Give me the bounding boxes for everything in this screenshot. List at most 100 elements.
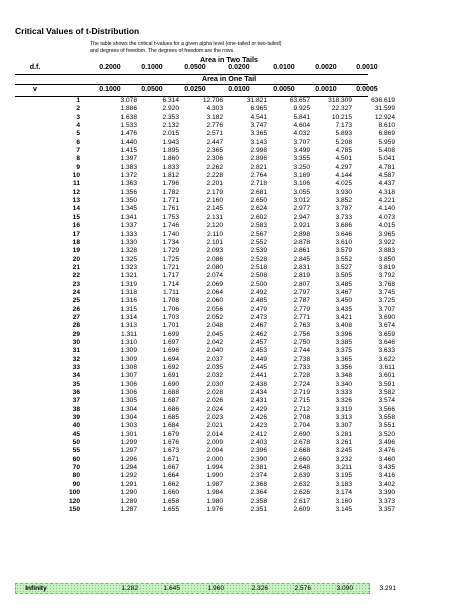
- df-cell: 18: [72, 238, 80, 246]
- table-cell: 3.558: [378, 414, 395, 422]
- table-cell: 2.365: [206, 147, 223, 155]
- table-cell: 2.518: [250, 263, 267, 271]
- table-cell: 1.318: [120, 288, 137, 296]
- table-cell: 1.311: [120, 330, 137, 338]
- table-cell: 3.787: [335, 205, 352, 213]
- table-cell: 1.660: [162, 489, 179, 497]
- table-cell: 3.792: [378, 272, 395, 280]
- table-cell: 3.390: [378, 489, 395, 497]
- table-cell: 3.421: [335, 313, 352, 321]
- two-tail-alpha: 0.0020: [315, 64, 337, 71]
- table-cell: 3.633: [378, 347, 395, 355]
- table-row: 90 1.291 1.662 1.987 2.368 2.632 3.183 3.402: [15, 480, 395, 489]
- table-cell: 3.733: [335, 213, 352, 221]
- table-cell: 3.582: [378, 389, 395, 397]
- table-cell: 2.453: [250, 347, 267, 355]
- table-cell: 3.450: [335, 297, 352, 305]
- table-cell: 2.326: [251, 585, 268, 592]
- table-cell: 1.304: [120, 405, 137, 413]
- table-cell: 2.429: [250, 405, 267, 413]
- table-cell: 1.415: [120, 147, 137, 155]
- table-cell: 3.340: [335, 380, 352, 388]
- table-cell: 2.896: [250, 155, 267, 163]
- table-cell: 3.579: [335, 247, 352, 255]
- df-cell: 4: [76, 122, 80, 130]
- table-cell: 3.357: [378, 505, 395, 513]
- table-cell: 2.457: [250, 338, 267, 346]
- table-cell: 2.368: [250, 480, 267, 488]
- table-cell: 3.930: [335, 188, 352, 196]
- table-cell: 1.350: [120, 197, 137, 205]
- table-cell: 1.714: [162, 280, 179, 288]
- table-cell: 2.145: [206, 205, 223, 213]
- table-cell: 2.492: [250, 288, 267, 296]
- table-cell: 2.797: [293, 288, 310, 296]
- table-cell: 3.281: [335, 430, 352, 438]
- table-cell: 1.984: [206, 489, 223, 497]
- table-cell: 2.602: [250, 213, 267, 221]
- table-cell: 4.144: [335, 172, 352, 180]
- table-cell: 2.004: [206, 447, 223, 455]
- table-row: 21 1.323 1.721 2.080 2.518 2.831 3.527 3.819: [15, 263, 395, 272]
- df-cell: 21: [72, 263, 80, 271]
- table-cell: 1.330: [120, 238, 137, 246]
- table-row: 13 1.350 1.771 2.160 2.650 3.012 3.852 4.221: [15, 197, 395, 205]
- table-cell: 2.650: [250, 197, 267, 205]
- table-cell: 3.182: [206, 113, 223, 121]
- table-cell: 1.860: [162, 155, 179, 163]
- table-cell: 1.685: [162, 414, 179, 422]
- table-cell: 3.566: [378, 405, 395, 413]
- table-cell: 3.365: [335, 355, 352, 363]
- table-cell: 1.308: [120, 364, 137, 371]
- table-cell: 1.289: [120, 497, 137, 505]
- one-tail-alpha: 0.1000: [99, 86, 121, 93]
- table-cell: 1.658: [162, 497, 179, 505]
- table-cell: 2.632: [293, 480, 310, 488]
- table-cell: 3.169: [293, 172, 310, 180]
- v-label: v: [33, 86, 37, 93]
- table-cell: 1.721: [162, 263, 179, 271]
- table-cell: 3.819: [378, 263, 395, 271]
- df-cell: 6: [76, 138, 80, 146]
- table-cell: 1.976: [206, 505, 223, 513]
- table-cell: 2.724: [293, 380, 310, 388]
- df-cell: 36: [72, 389, 80, 397]
- table-cell: 2.763: [293, 322, 310, 330]
- table-cell: 2.035: [206, 364, 223, 371]
- table-row: 120 1.289 1.658 1.980 2.358 2.617 3.160 3.373: [15, 497, 395, 506]
- table-cell: 1.692: [162, 364, 179, 371]
- table-cell: 1.796: [162, 180, 179, 188]
- table-cell: 2.306: [206, 155, 223, 163]
- table-cell: 3.965: [378, 230, 395, 238]
- df-cell: 2: [76, 105, 80, 113]
- table-row: 45 1.301 1.679 2.014 2.412 2.690 3.281 3.520: [15, 430, 395, 439]
- table-cell: 2.023: [206, 414, 223, 422]
- table-cell: 2.552: [250, 238, 267, 246]
- table-cell: 3.499: [293, 147, 310, 155]
- table-cell: 3.460: [378, 455, 395, 463]
- df-cell: 150: [68, 505, 80, 513]
- table-cell: 2.351: [250, 505, 267, 513]
- table-cell: 2.508: [250, 272, 267, 280]
- header-divider: [15, 96, 368, 97]
- table-cell: 8.610: [378, 122, 395, 130]
- table-cell: 2.690: [293, 430, 310, 438]
- table-cell: 1.671: [162, 455, 179, 463]
- table-cell: 6.869: [378, 130, 395, 138]
- table-cell: 1.691: [162, 372, 179, 380]
- table-cell: 2.028: [206, 389, 223, 397]
- df-cell: 24: [72, 288, 80, 296]
- table-cell: 1.533: [120, 122, 137, 130]
- df-cell: 11: [73, 180, 80, 188]
- table-cell: 1.753: [162, 213, 179, 221]
- table-cell: 2.624: [250, 205, 267, 213]
- table-cell: 1.667: [162, 464, 179, 472]
- table-cell: 1.673: [162, 447, 179, 455]
- table-cell: 1.886: [120, 105, 137, 113]
- df-cell: 55: [72, 447, 80, 455]
- table-row: 20 1.325 1.725 2.086 2.528 2.845 3.552 3.850: [15, 256, 395, 264]
- df-cell: 5: [76, 130, 80, 138]
- table-cell: 4.501: [335, 155, 352, 163]
- table-cell: 3.195: [335, 472, 352, 480]
- table-cell: 3.747: [250, 122, 267, 130]
